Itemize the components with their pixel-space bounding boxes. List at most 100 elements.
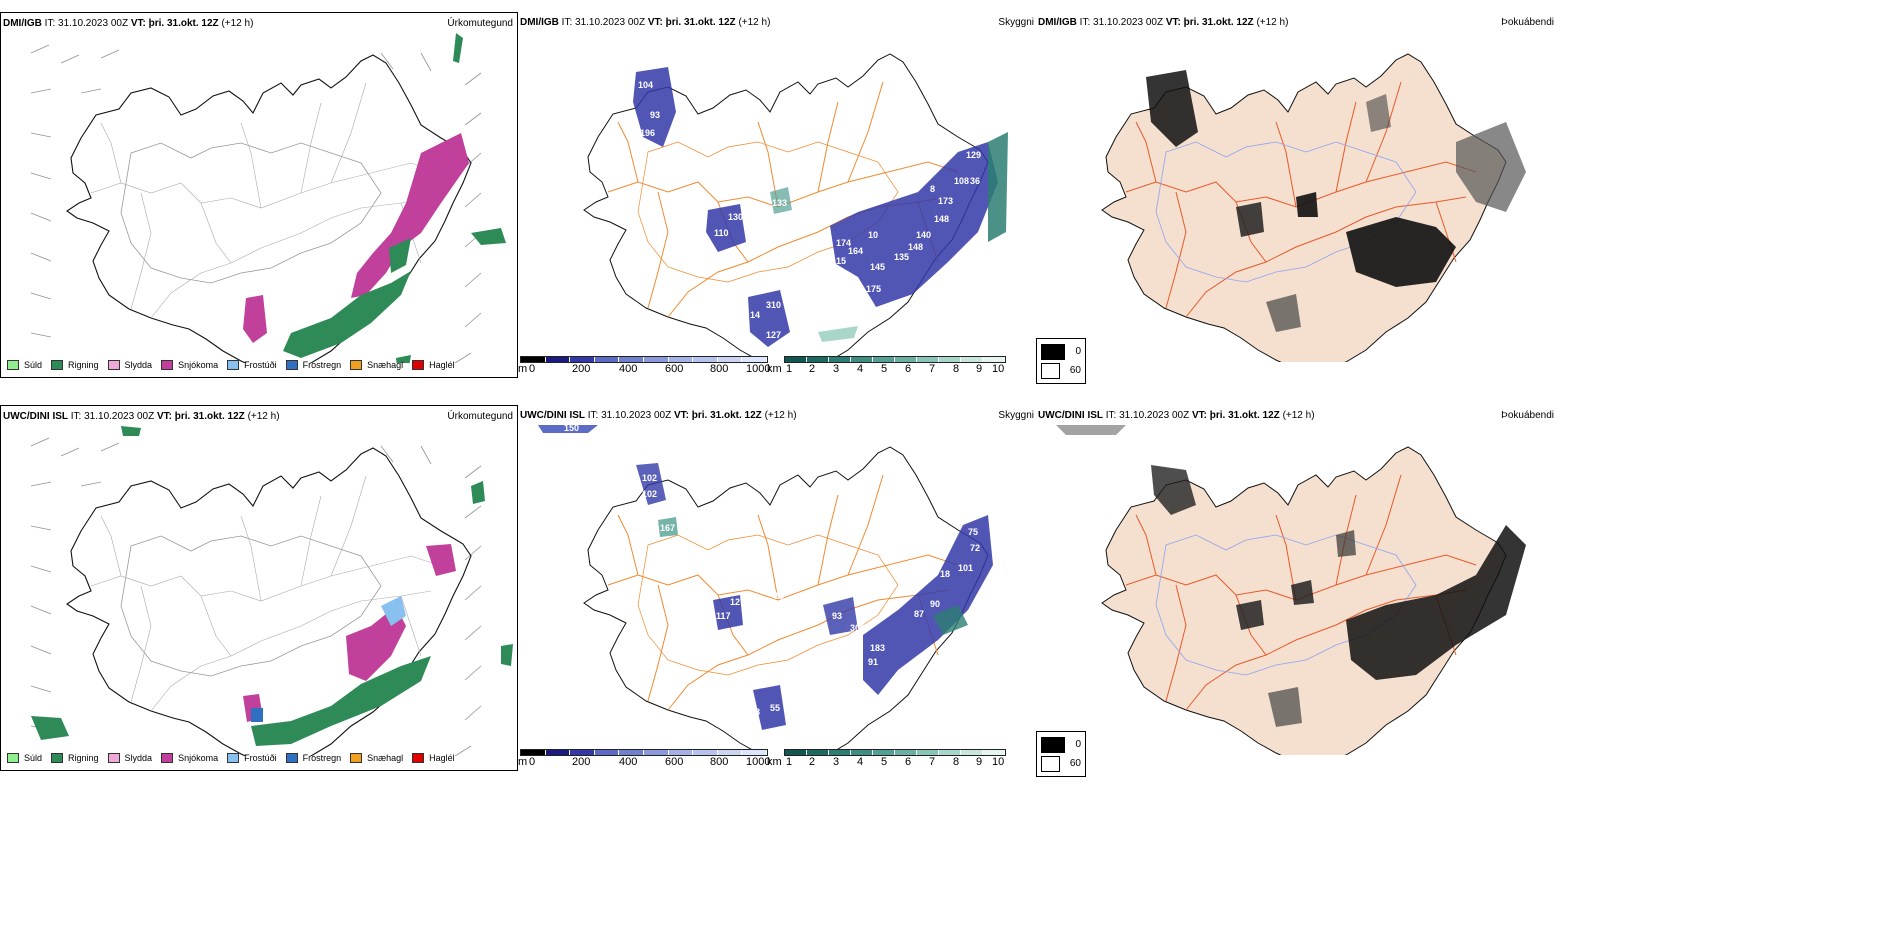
vis-tick: 6 xyxy=(905,756,912,768)
visibility-scale: km 1 2 3 4 5 6 7 8 9 10 xyxy=(767,749,1006,768)
precip-legend: Súld Rigning Slydda Snjókoma Frostúði Fr… xyxy=(7,753,455,763)
panel-title-fog: Þokuábendi xyxy=(1501,410,1554,421)
vis-tick: 10 xyxy=(992,363,1005,375)
panel-header: UWC/DINI ISL IT: 31.10.2023 00Z VT: þri.… xyxy=(1038,410,1315,421)
peak-label: 78 xyxy=(750,707,760,717)
panel-title-vis: Skyggni xyxy=(998,410,1034,421)
vis-tick: 5 xyxy=(881,756,888,768)
height-tick: 600 xyxy=(665,756,684,768)
vis-tick: 1 xyxy=(786,756,793,768)
legend-item-frostudi: Frostúði xyxy=(227,360,277,370)
height-tick: 1000 xyxy=(746,363,771,375)
legend-item-suld: Súld xyxy=(7,360,42,370)
peak-label: 175 xyxy=(866,284,881,294)
precip-fields xyxy=(243,33,506,363)
fog-legend-min: 0 xyxy=(1075,346,1081,357)
height-scale-bar xyxy=(520,356,768,363)
peak-label: 104 xyxy=(673,174,688,184)
peak-label: 148 xyxy=(908,242,923,252)
peak-label: 310 xyxy=(766,300,781,310)
peak-label: 93 xyxy=(650,110,660,120)
height-tick: 200 xyxy=(572,363,591,375)
visibility-scale: km 1 2 3 4 5 6 7 8 9 10 xyxy=(767,356,1006,375)
visibility-panel-bottom: UWC/DINI ISL IT: 31.10.2023 00Z VT: þri.… xyxy=(518,405,1036,771)
peak-label: 173 xyxy=(938,196,953,206)
visibility-map: 104 93 196 104 130 110 133 10 174 164 15… xyxy=(583,53,1008,362)
precip-map xyxy=(30,426,513,756)
fog-legend-max: 60 xyxy=(1069,365,1081,376)
panel-title-precip: Úrkomutegund xyxy=(447,18,513,29)
peak-label: 133 xyxy=(772,198,787,208)
precip-panel-bottom: UWC/DINI ISL IT: 31.10.2023 00Z VT: þri.… xyxy=(0,405,518,771)
peak-label: 140 xyxy=(916,230,931,240)
peak-label: 72 xyxy=(970,543,980,553)
vis-tick: 4 xyxy=(857,756,864,768)
legend-item-slydda: Slydda xyxy=(107,360,152,370)
peak-label: 101 xyxy=(958,563,973,573)
height-scale: m 0 200 400 600 800 1000 xyxy=(518,749,770,768)
peak-label: 129 xyxy=(966,150,981,160)
precip-fields xyxy=(31,426,513,746)
peak-label: 102 xyxy=(642,473,657,483)
legend-item-snaehagl: Snæhagl xyxy=(350,360,403,370)
vis-tick: 8 xyxy=(953,363,960,375)
peak-label: 102 xyxy=(642,489,657,499)
fog-legend: 0 60 xyxy=(1036,338,1086,384)
legend-item-rigning: Rigning xyxy=(51,360,99,370)
fog-legend-max: 60 xyxy=(1069,758,1081,769)
peak-label: 167 xyxy=(660,523,675,533)
precip-legend: Súld Rigning Slydda Snjókoma Frostúði Fr… xyxy=(7,360,455,370)
visibility-scale-unit: km xyxy=(767,363,782,375)
visibility-scale-bar xyxy=(784,356,1006,363)
height-tick: 0 xyxy=(529,363,536,375)
visibility-fields xyxy=(633,67,1008,347)
legend-item-rigning: Rigning xyxy=(51,753,99,763)
peak-label: 174 xyxy=(836,238,851,248)
legend-item-haglel: Haglél xyxy=(412,753,455,763)
panel-header: UWC/DINI ISL IT: 31.10.2023 00Z VT: þri.… xyxy=(3,411,280,422)
height-tick: 400 xyxy=(619,363,638,375)
vis-tick: 7 xyxy=(929,363,936,375)
vis-tick: 9 xyxy=(976,363,983,375)
legend-item-slydda: Slydda xyxy=(107,753,152,763)
peak-label: 145 xyxy=(870,262,885,272)
peak-label: 55 xyxy=(770,703,780,713)
visibility-panel-top: DMI/IGB IT: 31.10.2023 00Z VT: þri. 31.o… xyxy=(518,12,1036,378)
peak-label: 10 xyxy=(868,230,878,240)
precip-map xyxy=(30,33,506,363)
peak-label: 91 xyxy=(868,657,878,667)
peak-label: 127 xyxy=(766,330,781,340)
peak-label: 127 xyxy=(730,597,745,607)
visibility-map: 102 102 167 127 117 10 93 300 183 91 87 … xyxy=(538,425,993,755)
legend-item-suld: Súld xyxy=(7,753,42,763)
height-scale-unit: m xyxy=(518,756,528,768)
vis-tick: 2 xyxy=(809,756,816,768)
fog-fields xyxy=(1151,465,1526,727)
panel-header: UWC/DINI ISL IT: 31.10.2023 00Z VT: þri.… xyxy=(520,410,797,421)
peak-label: 130 xyxy=(728,212,743,222)
height-tick: 600 xyxy=(665,363,684,375)
fog-panel-bottom: UWC/DINI ISL IT: 31.10.2023 00Z VT: þri.… xyxy=(1036,405,1556,777)
vis-tick: 7 xyxy=(929,756,936,768)
vis-tick: 9 xyxy=(976,756,983,768)
fog-panel-top: DMI/IGB IT: 31.10.2023 00Z VT: þri. 31.o… xyxy=(1036,12,1556,384)
peak-label: 8 xyxy=(930,184,935,194)
panel-header: DMI/IGB IT: 31.10.2023 00Z VT: þri. 31.o… xyxy=(3,18,254,29)
peak-label: 135 xyxy=(894,252,909,262)
vis-tick: 5 xyxy=(881,363,888,375)
height-tick: 200 xyxy=(572,756,591,768)
peak-label: 196 xyxy=(640,128,655,138)
vis-tick: 1 xyxy=(786,363,793,375)
peak-label: 75 xyxy=(968,527,978,537)
peak-label: 90 xyxy=(930,599,940,609)
legend-item-snjokoma: Snjókoma xyxy=(161,753,218,763)
visibility-scale-unit: km xyxy=(767,756,782,768)
height-scale: m 0 200 400 600 800 1000 xyxy=(518,356,771,375)
peak-label: 87 xyxy=(914,609,924,619)
height-tick: 800 xyxy=(710,363,729,375)
peak-label: 15 xyxy=(836,256,846,266)
precip-panel-top: DMI/IGB IT: 31.10.2023 00Z VT: þri. 31.o… xyxy=(0,12,518,378)
vis-tick: 10 xyxy=(992,756,1005,768)
peak-label: 104 xyxy=(638,80,653,90)
peak-label: 183 xyxy=(870,643,885,653)
